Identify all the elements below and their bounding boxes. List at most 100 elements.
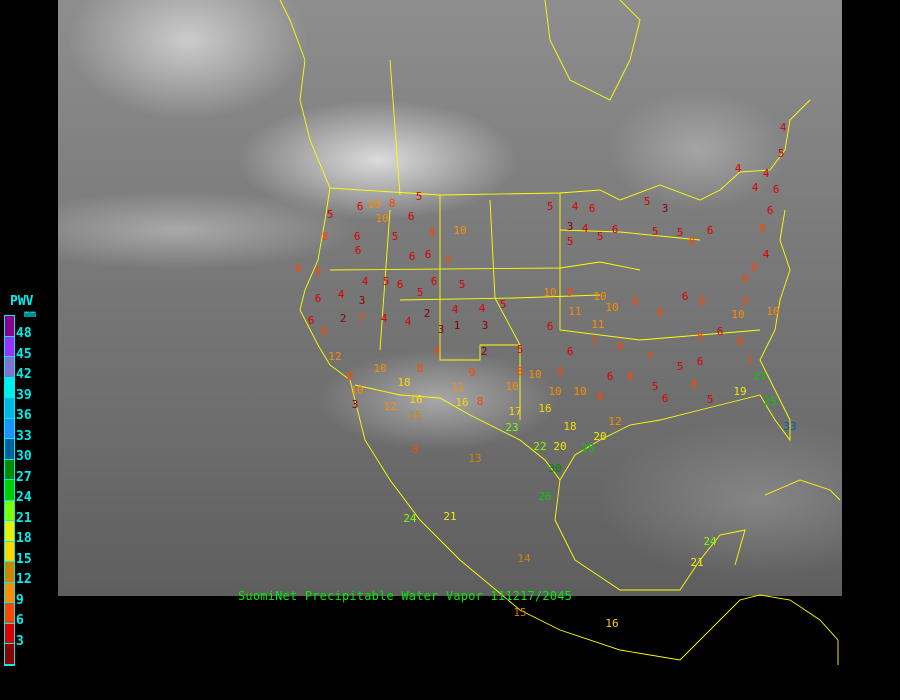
station-value: 5: [417, 286, 424, 299]
colorbar-segment: [5, 623, 14, 644]
colorbar-segment: [5, 316, 14, 337]
station-value: 3: [359, 294, 366, 307]
station-value: 6: [589, 202, 596, 215]
station-value: 23: [505, 421, 518, 434]
station-value: 10: [367, 198, 380, 211]
colorbar-segment: [5, 500, 14, 521]
station-value: 22: [533, 440, 546, 453]
station-value: 5: [416, 190, 423, 203]
station-value: 10: [350, 384, 363, 397]
legend-tick: 33: [16, 428, 32, 444]
us-mexico-border: [354, 384, 561, 481]
station-value: 11: [451, 381, 464, 394]
station-value: 16: [538, 402, 551, 415]
us-canada-border: [329, 99, 811, 201]
station-value: 8: [429, 226, 436, 239]
station-value: 6: [408, 210, 415, 223]
state-lines-2: [379, 209, 391, 351]
station-value: 8: [477, 395, 484, 408]
station-value: 8: [689, 235, 696, 248]
station-value: 5: [597, 230, 604, 243]
station-value: 20: [593, 430, 606, 443]
state-lines-5: [489, 199, 521, 420]
station-value: 24: [703, 535, 717, 548]
station-value: 8: [517, 365, 524, 378]
station-value: 3: [482, 319, 489, 332]
satellite-map: [58, 0, 842, 596]
colorbar-segment: [5, 459, 14, 480]
map-title: SuomiNet Precipitable Water Vapor 111217…: [238, 589, 573, 603]
station-value: 8: [412, 443, 419, 456]
station-value: 8: [657, 306, 664, 319]
station-value: 33: [783, 420, 796, 433]
station-value: 4: [479, 302, 486, 315]
station-value: 6: [767, 204, 774, 217]
station-value: 6: [315, 292, 322, 305]
station-value: 4: [763, 167, 770, 180]
station-value: 10: [505, 380, 518, 393]
station-value: 7: [358, 312, 365, 325]
state-lines-4: [399, 294, 601, 301]
station-value: 3: [662, 202, 669, 215]
station-value: 4: [780, 121, 787, 134]
station-value: 5: [644, 195, 651, 208]
station-value: 4: [338, 288, 345, 301]
legend-tick: 30: [16, 449, 32, 464]
station-value: 8: [691, 378, 698, 391]
station-value: 6: [697, 355, 704, 368]
station-value: 15: [408, 409, 421, 422]
station-value: 4: [582, 222, 589, 235]
station-value: 5: [459, 278, 466, 291]
station-value: 10: [543, 286, 556, 299]
station-value: 16: [605, 617, 618, 630]
station-value: 6: [409, 250, 416, 263]
station-value: 8: [347, 370, 354, 383]
station-value: 6: [354, 230, 361, 243]
colorbar: [4, 315, 15, 666]
colorbar-segment: [5, 603, 14, 624]
legend-title: PWV: [10, 294, 34, 309]
station-value: 21: [443, 510, 456, 523]
station-value: 9: [567, 286, 574, 299]
mexico-gulf: [554, 479, 746, 591]
station-value: 10: [593, 290, 606, 303]
station-value: 5: [392, 230, 399, 243]
station-value: 4: [381, 312, 388, 325]
station-value: 5: [500, 298, 507, 311]
station-value: 26: [538, 490, 551, 503]
station-value: 15: [513, 606, 526, 619]
mexico-coast: [354, 399, 839, 665]
station-value: 8: [417, 362, 424, 375]
station-value: 7: [592, 335, 599, 348]
state-lines-3: [329, 261, 641, 271]
station-value: 6: [567, 345, 574, 358]
station-value: 8: [321, 325, 328, 338]
station-value: 27: [753, 370, 766, 383]
legend-tick: 21: [16, 510, 32, 526]
station-value: 8: [751, 261, 758, 274]
legend-tick: 9: [16, 592, 24, 608]
station-value: 6: [308, 314, 315, 327]
station-value: 6: [355, 244, 362, 257]
station-value: 9: [759, 222, 766, 235]
station-value: 16: [455, 396, 468, 409]
station-value: 6: [682, 290, 689, 303]
station-value: 9: [315, 265, 322, 278]
gulf-coast: [559, 209, 791, 481]
legend-tick: 24: [16, 490, 32, 505]
station-value: 2: [481, 345, 488, 358]
station-value: 4: [735, 162, 742, 175]
station-value: 8: [742, 272, 749, 285]
station-value: 5: [652, 225, 659, 238]
station-value: 9: [434, 345, 441, 358]
station-value: 9: [617, 340, 624, 353]
station-value: 30: [548, 462, 561, 475]
colorbar-segment: [5, 398, 14, 419]
station-value: 2: [340, 312, 347, 325]
station-value: 10: [731, 308, 744, 321]
station-value: 25: [581, 442, 594, 455]
colorbar-segment: [5, 377, 14, 398]
station-value: 6: [607, 370, 614, 383]
station-value: 4: [452, 303, 459, 316]
